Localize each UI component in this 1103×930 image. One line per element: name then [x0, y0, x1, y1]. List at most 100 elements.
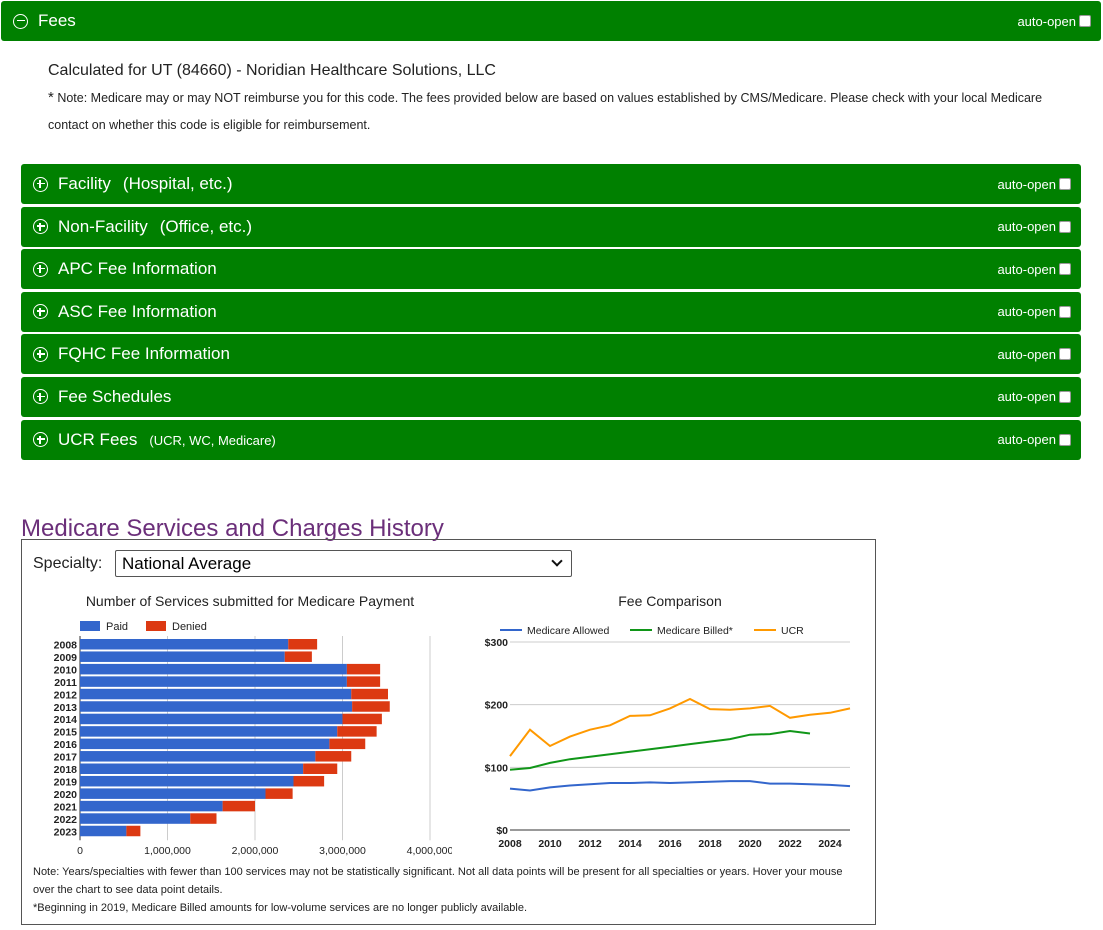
- legend-swatch-paid: [80, 621, 100, 631]
- section-title-text: FQHC Fee Information: [58, 344, 230, 364]
- series-line-ucr: [509, 697, 851, 757]
- expand-icon[interactable]: [33, 346, 48, 362]
- x-tick-label: 4,000,000: [407, 845, 452, 857]
- fee-chart-title: Fee Comparison: [618, 593, 722, 609]
- bar-paid-2013: [80, 701, 353, 712]
- y-tick-label: 2019: [54, 776, 78, 788]
- x-tick-label: 2018: [698, 838, 722, 850]
- expand-icon[interactable]: [33, 432, 48, 448]
- x-tick-label: 2014: [618, 838, 642, 850]
- y-tick-label: $100: [485, 762, 509, 774]
- auto-open-toggle[interactable]: auto-open: [997, 389, 1071, 404]
- legend-label-denied: Denied: [172, 621, 207, 633]
- auto-open-toggle[interactable]: auto-open: [997, 347, 1071, 362]
- section-apc-fee-information[interactable]: APC Fee Information auto-open: [21, 249, 1081, 290]
- section-title: ASC Fee Information: [58, 302, 217, 322]
- bar-denied-2008: [288, 639, 318, 650]
- specialty-value: National Average: [122, 553, 252, 573]
- note-text: Note: Medicare may or may NOT reimburse …: [48, 91, 1043, 132]
- auto-open-label: auto-open: [997, 304, 1056, 320]
- note-asterisk: *: [48, 89, 54, 106]
- legend-label-paid: Paid: [106, 621, 128, 633]
- auto-open-label: auto-open: [997, 346, 1056, 362]
- bar-paid-2021: [80, 800, 223, 812]
- chart-note-line2: *Beginning in 2019, Medicare Billed amou…: [33, 902, 528, 914]
- y-tick-label: 2012: [54, 689, 78, 701]
- x-tick-label: 3,000,000: [319, 845, 366, 857]
- y-tick-label: 2008: [54, 640, 78, 652]
- services-chart-title: Number of Services submitted for Medicar…: [86, 593, 414, 609]
- auto-open-checkbox[interactable]: [1059, 263, 1071, 276]
- section-subtitle: (Office, etc.): [159, 216, 253, 236]
- fee-sections: Facility (Hospital, etc.) auto-open Non-Fac…: [21, 164, 1081, 462]
- bar-denied-2019: [293, 775, 325, 787]
- bar-denied-2013: [352, 701, 390, 712]
- auto-open-checkbox[interactable]: [1059, 220, 1071, 233]
- auto-open-toggle[interactable]: auto-open: [1017, 14, 1091, 29]
- y-tick-label: $300: [485, 637, 509, 649]
- fees-header[interactable]: Fees auto-open: [1, 1, 1101, 41]
- section-subtitle: (Hospital, etc.): [122, 174, 233, 193]
- auto-open-toggle[interactable]: auto-open: [997, 432, 1071, 447]
- bar-denied-2021: [222, 800, 255, 812]
- bar-paid-2017: [80, 751, 316, 762]
- section-fqhc-fee-information[interactable]: FQHC Fee Information auto-open: [21, 334, 1081, 375]
- bar-paid-2020: [80, 788, 266, 799]
- bar-denied-2012: [351, 688, 388, 700]
- y-tick-label: 2010: [54, 664, 78, 676]
- specialty-select[interactable]: National Average: [115, 550, 572, 577]
- bar-denied-2011: [346, 676, 381, 687]
- auto-open-checkbox[interactable]: [1059, 305, 1071, 318]
- expand-icon[interactable]: [33, 304, 48, 320]
- y-tick-label: 2020: [54, 789, 78, 801]
- chart-note-line1: Note: Years/specialties with fewer than …: [33, 866, 843, 896]
- auto-open-label: auto-open: [1017, 13, 1076, 29]
- services-chart[interactable]: Number of Services submitted for Medicar…: [22, 588, 452, 858]
- bar-paid-2011: [80, 676, 347, 687]
- auto-open-toggle[interactable]: auto-open: [997, 219, 1071, 234]
- y-tick-label: 2014: [54, 714, 78, 726]
- collapse-icon[interactable]: [13, 13, 28, 29]
- legend-label-2: UCR: [781, 625, 804, 637]
- auto-open-checkbox[interactable]: [1079, 15, 1091, 27]
- auto-open-checkbox[interactable]: [1059, 178, 1071, 190]
- section-asc-fee-information[interactable]: ASC Fee Information auto-open: [21, 291, 1081, 332]
- bar-paid-2015: [80, 726, 338, 737]
- section-title-text: Fee Schedules: [58, 386, 172, 406]
- x-tick-label: 0: [77, 845, 83, 857]
- auto-open-checkbox[interactable]: [1059, 433, 1071, 446]
- x-tick-label: 2020: [738, 838, 762, 850]
- expand-icon[interactable]: [33, 219, 48, 235]
- y-tick-label: 2016: [54, 739, 78, 751]
- x-tick-label: 2022: [778, 838, 802, 850]
- bar-paid-2012: [80, 688, 352, 700]
- auto-open-toggle[interactable]: auto-open: [997, 177, 1071, 192]
- section-facility[interactable]: Facility (Hospital, etc.) auto-open: [21, 164, 1081, 204]
- y-tick-label: 2022: [54, 814, 78, 826]
- auto-open-checkbox[interactable]: [1059, 348, 1071, 361]
- bar-denied-2022: [190, 813, 217, 824]
- fee-comparison-chart[interactable]: Fee Comparison Medicare Allowed Medicare B…: [452, 588, 875, 858]
- section-fee-schedules[interactable]: Fee Schedules auto-open: [21, 376, 1081, 417]
- auto-open-toggle[interactable]: auto-open: [997, 262, 1071, 277]
- section-ucr-fees[interactable]: UCR Fees (UCR, WC, Medicare) auto-open: [21, 419, 1081, 460]
- auto-open-label: auto-open: [997, 219, 1056, 235]
- section-subtitle: (UCR, WC, Medicare): [149, 432, 276, 448]
- bar-denied-2020: [265, 788, 293, 799]
- bar-denied-2023: [126, 825, 141, 837]
- auto-open-label: auto-open: [997, 389, 1056, 405]
- expand-icon[interactable]: [33, 261, 48, 277]
- expand-icon[interactable]: [33, 389, 48, 405]
- history-title: Medicare Services and Charges History: [21, 514, 444, 542]
- section-non-facility[interactable]: Non-Facility (Office, etc.) auto-open: [21, 206, 1081, 247]
- bar-denied-2010: [346, 663, 381, 675]
- legend-label-1: Medicare Billed*: [657, 625, 733, 637]
- series-line-medicare-allowed: [509, 780, 851, 792]
- y-tick-label: 2011: [54, 677, 77, 689]
- auto-open-checkbox[interactable]: [1059, 390, 1071, 403]
- auto-open-toggle[interactable]: auto-open: [997, 304, 1071, 319]
- bar-denied-2014: [342, 713, 382, 725]
- expand-icon[interactable]: [33, 176, 48, 192]
- section-title-text: APC Fee Information: [58, 259, 217, 279]
- y-tick-label: 2013: [54, 702, 78, 714]
